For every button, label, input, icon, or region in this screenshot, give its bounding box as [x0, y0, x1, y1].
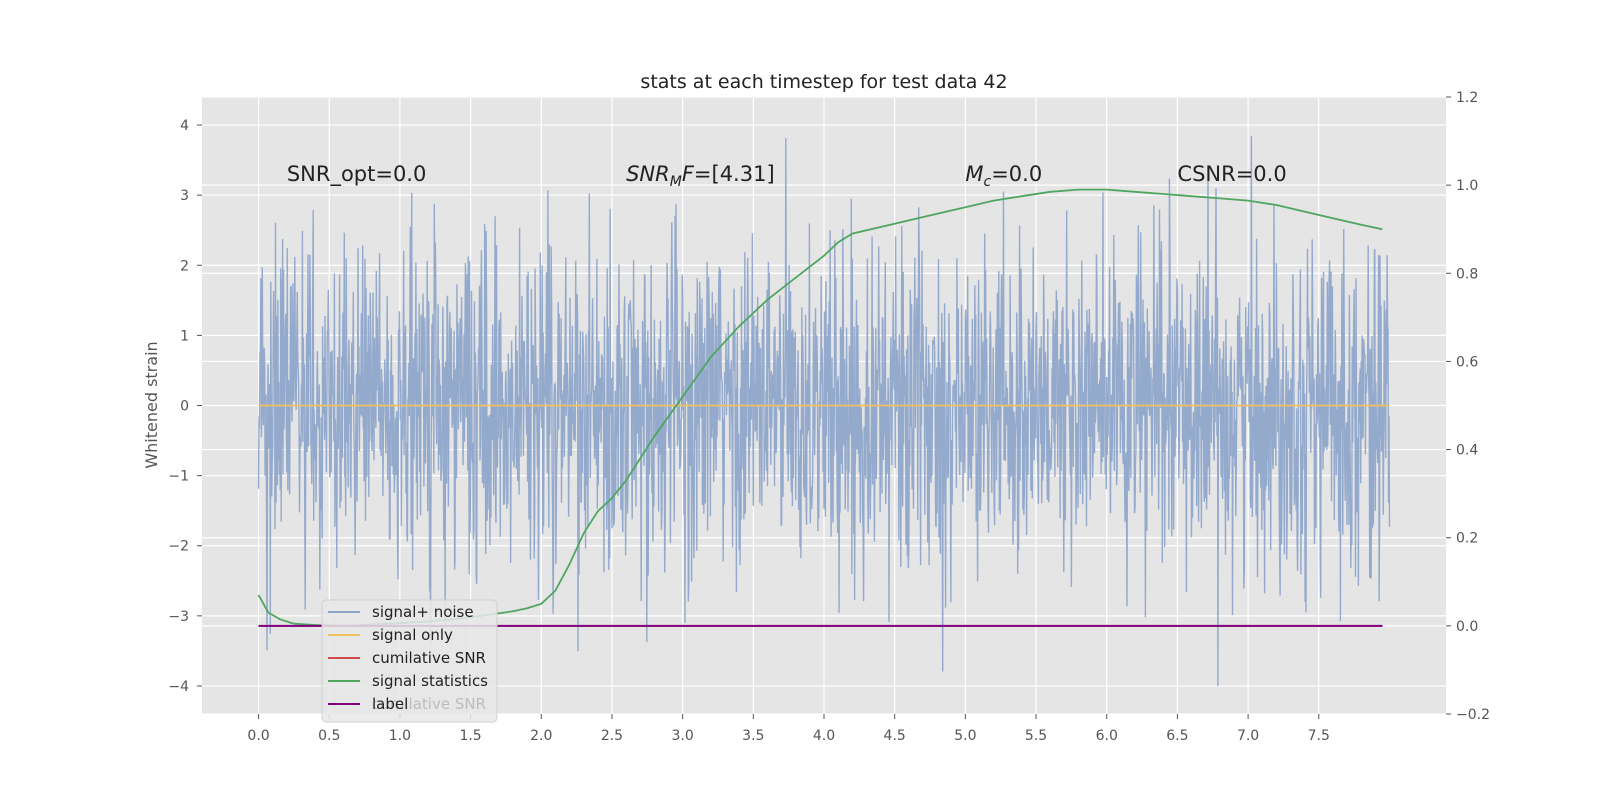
- x-tick-label: 2.5: [601, 728, 623, 744]
- annotation-snr-mf: SNRMF=[4.31]: [626, 162, 775, 190]
- y-axis-label: Whitened strain: [142, 341, 161, 468]
- annotation-part: c: [983, 174, 991, 190]
- x-tick-label: 6.5: [1166, 728, 1188, 744]
- x-tick-label: 1.0: [389, 728, 411, 744]
- legend-box: [321, 599, 498, 723]
- x-tick-label: 0.0: [247, 728, 269, 744]
- x-tick-label: 6.0: [1096, 728, 1118, 744]
- legend: signal+ noise signal only cumilative SNR si…: [321, 599, 498, 723]
- y-tick-label: 2: [180, 258, 189, 274]
- y-tick-label: 4: [180, 118, 189, 134]
- y-tick-label: −2: [168, 539, 189, 555]
- annotation-snr-opt: SNR_opt=0.0: [287, 162, 427, 187]
- legend-label: label: [372, 695, 408, 713]
- x-tick-label: 4.5: [884, 728, 906, 744]
- x-tick-label: 4.0: [813, 728, 835, 744]
- x-tick-label: 0.5: [318, 728, 340, 744]
- y2-tick-label: 0.2: [1456, 531, 1478, 547]
- annotation-part: CSNR=0.0: [1177, 162, 1286, 186]
- y2-tick-label: −0.2: [1456, 707, 1490, 723]
- y2-tick-label: 1.0: [1456, 178, 1478, 194]
- x-tick-label: 3.5: [742, 728, 764, 744]
- chart-title: stats at each timestep for test data 42: [640, 71, 1007, 93]
- y-tick-label: −1: [168, 469, 189, 485]
- annotation-part: =[4.31]: [694, 162, 775, 186]
- x-tick-label: 7.5: [1308, 728, 1330, 744]
- y-tick-label: 1: [180, 328, 189, 344]
- annotation-csnr: CSNR=0.0: [1177, 162, 1286, 186]
- annotation-part: F: [682, 162, 695, 186]
- legend-label: signal+ noise: [372, 603, 474, 621]
- legend-ghost-label: cumilative SNR: [372, 695, 486, 713]
- x-tick-label: 5.5: [1025, 728, 1047, 744]
- annotation-part: M: [670, 174, 682, 190]
- x-tick-label: 5.0: [954, 728, 976, 744]
- y2-tick-label: 0.0: [1456, 619, 1478, 635]
- x-tick-label: 7.0: [1237, 728, 1259, 744]
- y-tick-label: −3: [168, 609, 189, 625]
- annotation-part: SNR_opt=0.0: [287, 162, 427, 187]
- annotations: SNR_opt=0.0 SNRMF=[4.31] Mc=0.0 CSNR=0.0: [287, 162, 1287, 190]
- y-tick-label: 0: [180, 399, 189, 415]
- annotation-part: =0.0: [991, 162, 1042, 186]
- y2-tick-label: 1.2: [1456, 90, 1478, 106]
- annotation-part: M: [965, 162, 983, 186]
- y2-tick-label: 0.4: [1456, 443, 1478, 459]
- y-tick-label: 3: [180, 188, 189, 204]
- y2-tick-label: 0.8: [1456, 266, 1478, 282]
- y-tick-label: −4: [168, 679, 189, 695]
- x-tick-label: 2.0: [530, 728, 552, 744]
- noise-series: [257, 136, 1391, 687]
- legend-label: signal only: [372, 626, 453, 644]
- x-tick-label: 1.5: [459, 728, 481, 744]
- series-signal-noise: [257, 136, 1391, 687]
- annotation-mc: Mc=0.0: [965, 162, 1042, 190]
- annotation-part: SNR: [626, 162, 670, 186]
- x-tick-label: 3.0: [672, 728, 694, 744]
- legend-label: signal statistics: [372, 672, 488, 690]
- legend-label: cumilative SNR: [372, 649, 486, 667]
- axis-ticks: 0.0 0.5 1.0 1.5 2.0 2.5 3.0 3.5 4.0 4.5 5.0 5.5 6.0 6…: [168, 90, 1490, 744]
- y2-tick-label: 0.6: [1456, 354, 1478, 370]
